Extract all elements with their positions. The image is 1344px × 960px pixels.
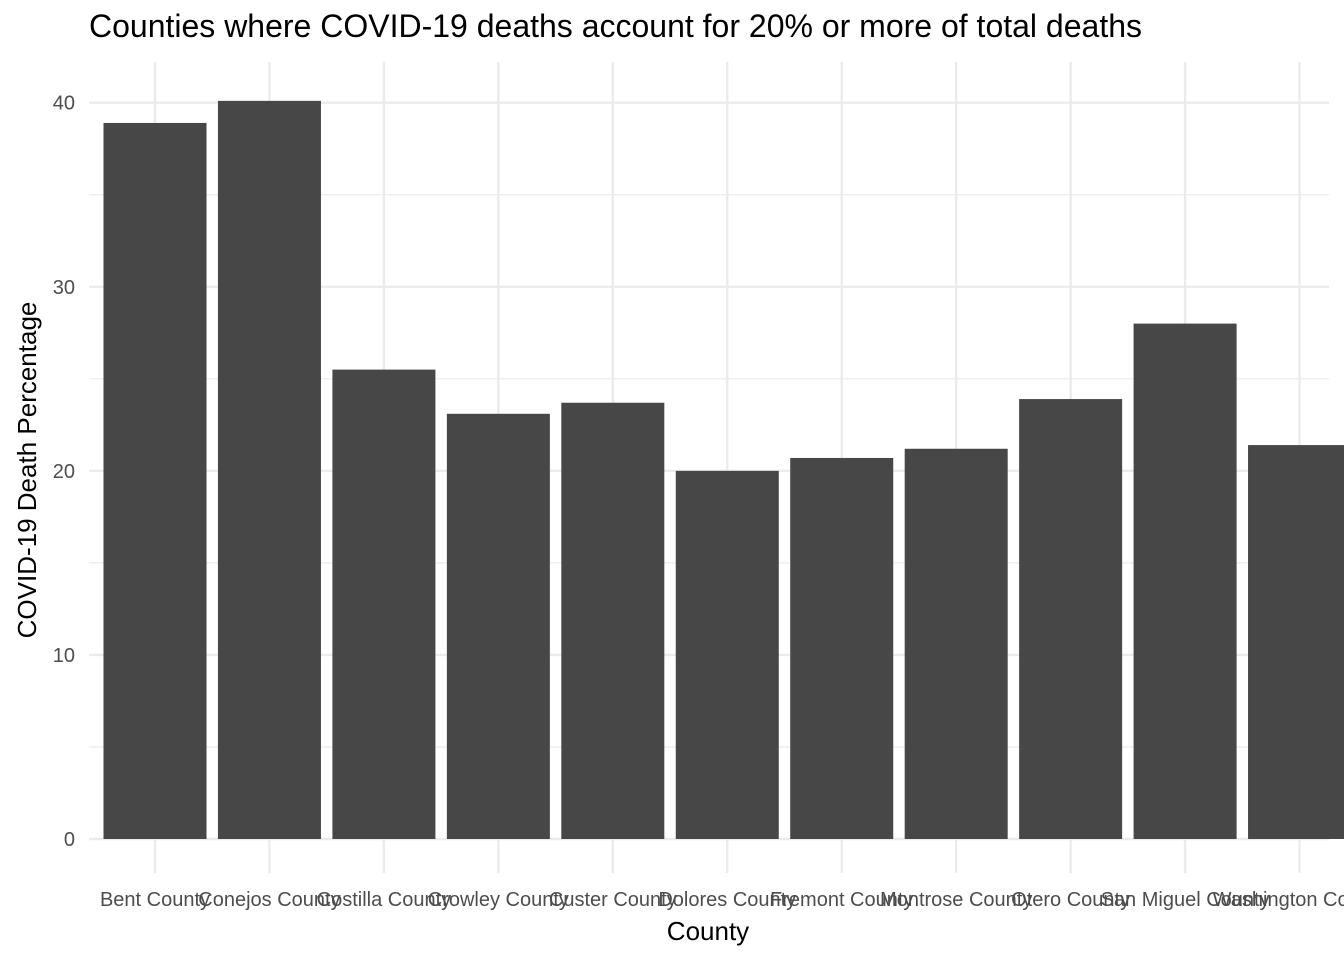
y-tick-label: 30: [53, 277, 75, 299]
x-tick-label: Crowley County: [428, 889, 569, 911]
x-tick-label: Custer County: [549, 889, 677, 911]
y-tick-label: 10: [53, 645, 75, 667]
x-tick-label: Costilla County: [317, 889, 452, 911]
bar: [904, 448, 1008, 839]
x-tick-label: Montrose County: [880, 889, 1032, 911]
bar: [1133, 323, 1237, 840]
y-axis-title: COVID-19 Death Percentage: [12, 302, 42, 639]
y-tick-label: 40: [53, 93, 75, 115]
bar: [217, 100, 321, 839]
x-tick-label: Washington County: [1213, 889, 1344, 911]
bar: [446, 413, 550, 839]
bar: [332, 369, 436, 839]
x-tick-label: Bent County: [100, 889, 210, 911]
x-tick-label: Conejos County: [198, 889, 340, 911]
bar: [675, 470, 779, 839]
bar: [561, 402, 665, 839]
bar: [1019, 399, 1123, 839]
bars: [103, 100, 1344, 840]
bar: [1248, 445, 1344, 839]
y-tick-label: 20: [53, 461, 75, 483]
x-tick-label: Fremont County: [770, 889, 913, 911]
x-tick-label: Otero County: [1011, 889, 1130, 911]
bar: [790, 457, 894, 839]
chart-title: Counties where COVID-19 deaths account f…: [89, 8, 1142, 44]
bar: [103, 122, 207, 840]
x-axis-title: County: [667, 916, 749, 946]
x-tick-label: Dolores County: [658, 889, 796, 911]
x-tick-label: San Miguel County: [1101, 889, 1270, 911]
y-tick-labels: 0 10 20 30 40: [53, 93, 75, 851]
y-tick-label: 0: [64, 829, 75, 851]
